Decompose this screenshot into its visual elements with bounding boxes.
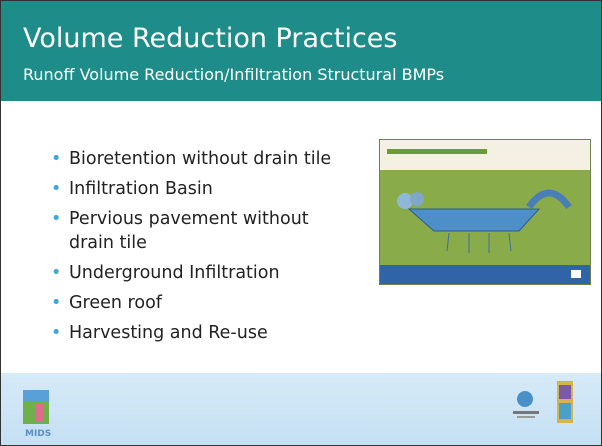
thumbnail xyxy=(379,139,591,285)
bullet: Green roof xyxy=(51,291,389,315)
logo-text: MIDS xyxy=(25,429,52,439)
bullet: Harvesting and Re-use xyxy=(51,321,389,345)
bullet: Bioretention without drain tile xyxy=(51,147,359,171)
bullet: Infiltration Basin xyxy=(51,177,359,201)
footer xyxy=(1,373,601,445)
header: Volume Reduction Practices Runoff Volume… xyxy=(1,1,601,101)
bullet-list: Bioretention without drain tile Infiltra… xyxy=(51,147,389,351)
logo xyxy=(23,390,49,424)
partner-logos xyxy=(513,381,573,423)
title: Volume Reduction Practices xyxy=(23,23,398,54)
bullet: Underground Infiltration xyxy=(51,261,389,285)
subtitle: Runoff Volume Reduction/Infiltration Str… xyxy=(23,65,445,84)
bullet: Pervious pavement without drain tile xyxy=(51,207,359,255)
